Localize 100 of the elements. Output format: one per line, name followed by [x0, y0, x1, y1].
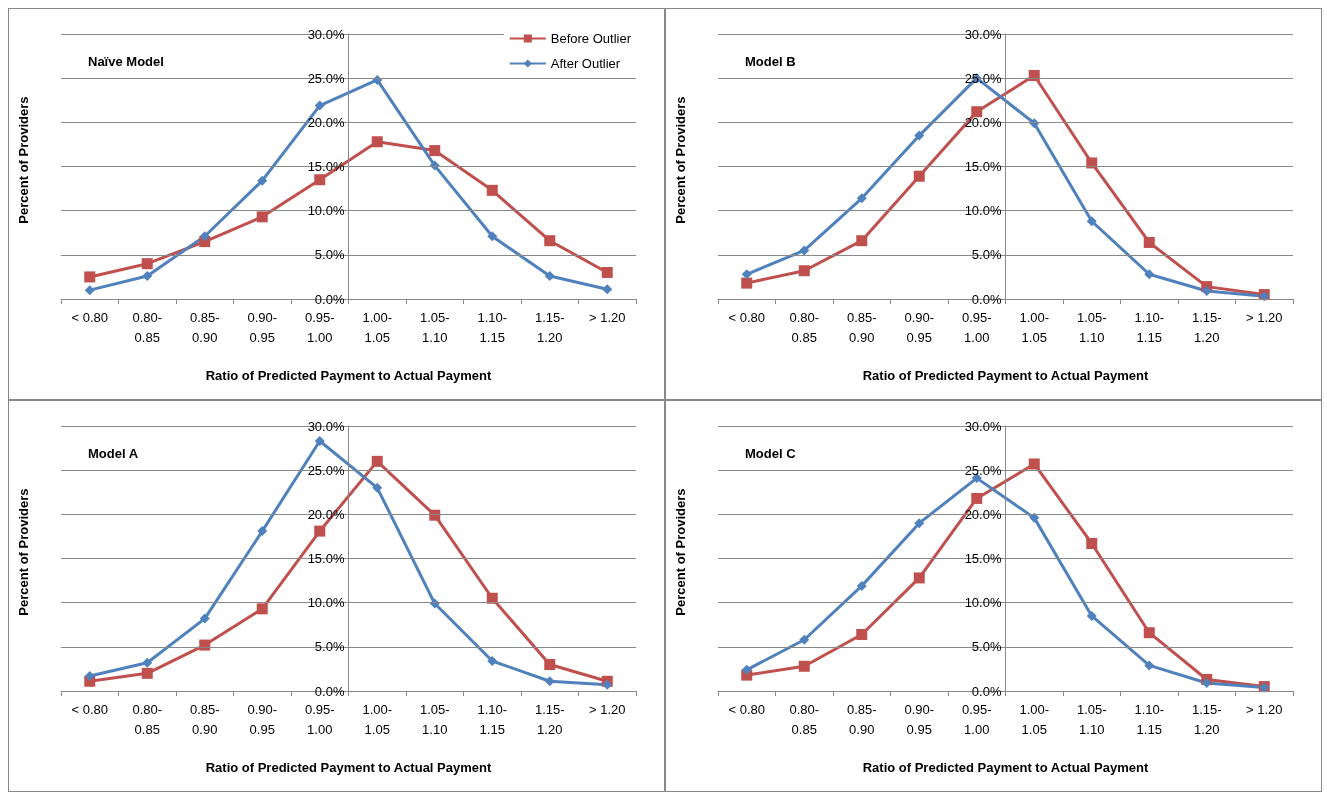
legend-label: After Outlier [550, 56, 621, 71]
point [314, 100, 325, 111]
y-tick-label: 20.0% [307, 506, 345, 522]
point [1086, 537, 1098, 549]
point [741, 269, 752, 280]
point [486, 592, 498, 604]
text: Naïve Model [88, 54, 164, 69]
x-tick-label: 1.15-1.20 [1191, 309, 1222, 345]
x-tick-label: 0.90-0.95 [904, 701, 935, 737]
x-tick-label: 0.90-0.95 [247, 701, 278, 737]
point [1201, 286, 1212, 297]
x-tick-label: 1.00-1.05 [362, 309, 393, 345]
point [199, 231, 210, 242]
y-tick-label: 25.0% [964, 462, 1002, 478]
y-tick-label: 15.0% [964, 159, 1002, 174]
point [1029, 512, 1040, 523]
point [1144, 269, 1155, 280]
y-tick-label: 10.0% [964, 595, 1002, 611]
y-tick-label: 10.0% [964, 203, 1002, 219]
x-tick-label: 0.80-0.85 [132, 701, 163, 737]
y-axis-title: Percent of Providers [16, 488, 31, 616]
x-tick-label: 1.05-1.10 [1076, 701, 1107, 737]
point [1028, 458, 1040, 470]
x-tick-label: 0.95-1.00 [961, 309, 992, 345]
y-tick-label: 20.0% [964, 506, 1002, 522]
point [799, 634, 810, 645]
point [544, 271, 555, 282]
point [199, 613, 210, 624]
x-tick-label: 1.15-1.20 [1191, 701, 1222, 737]
point [142, 657, 153, 668]
y-tick-label: 30.0% [964, 418, 1002, 434]
point [142, 271, 153, 282]
x-axis-title: Ratio of Predicted Payment to Actual Payment [862, 760, 1149, 775]
point [314, 174, 326, 186]
y-tick-label: 30.0% [307, 418, 345, 434]
point [741, 664, 752, 675]
x-tick-label: > 1.20 [1245, 309, 1283, 325]
y-tick-label: 5.0% [971, 639, 1002, 655]
point [741, 277, 753, 289]
x-tick-label: 0.80-0.85 [132, 309, 163, 345]
x-tick-label: 0.95-1.00 [304, 701, 335, 737]
x-tick-label: < 0.80 [728, 701, 766, 717]
point [256, 211, 268, 223]
point [372, 482, 383, 493]
point [914, 518, 925, 529]
x-tick-label: 1.05-1.10 [419, 309, 450, 345]
x-tick-label: 0.85-0.90 [189, 701, 220, 737]
y-tick-label: 30.0% [964, 26, 1002, 42]
point [141, 667, 153, 679]
y-axis-title: Percent of Providers [673, 96, 688, 224]
x-tick-label: 1.00-1.05 [1019, 309, 1050, 345]
y-axis-title: Percent of Providers [16, 96, 31, 224]
x-tick-label: 1.15-1.20 [534, 309, 565, 345]
point [1143, 236, 1155, 248]
y-axis-title: Percent of Providers [673, 488, 688, 616]
x-tick-label: > 1.20 [588, 309, 626, 325]
y-tick-label: 0.0% [314, 291, 345, 307]
point [314, 525, 326, 537]
point [1086, 610, 1097, 621]
point [856, 580, 867, 591]
point [971, 106, 983, 118]
point [1086, 216, 1097, 227]
x-tick-label: < 0.80 [728, 309, 766, 325]
point [856, 235, 868, 247]
y-tick-label: 0.0% [971, 683, 1002, 699]
point [141, 258, 153, 270]
text: Model A [88, 446, 139, 461]
point [84, 271, 96, 283]
point [199, 639, 211, 651]
y-tick-label: 25.0% [307, 462, 345, 478]
x-tick-label: 0.95-1.00 [961, 701, 992, 737]
point [1201, 678, 1212, 689]
point [371, 136, 383, 148]
x-tick-label: 1.10-1.15 [1134, 309, 1165, 345]
point [486, 184, 498, 196]
x-tick-label: 1.15-1.20 [534, 701, 565, 737]
y-tick-label: 25.0% [964, 70, 1002, 86]
x-axis-title: Ratio of Predicted Payment to Actual Payment [205, 760, 492, 775]
x-tick-label: 1.10-1.15 [1134, 701, 1165, 737]
text: Model C [745, 446, 797, 461]
x-tick-label: 0.80-0.85 [789, 309, 820, 345]
text: Model B [745, 54, 796, 69]
x-tick-label: 1.00-1.05 [1019, 701, 1050, 737]
point [487, 655, 498, 666]
x-tick-label: 0.90-0.95 [247, 309, 278, 345]
y-tick-label: 15.0% [964, 551, 1002, 566]
point [856, 193, 867, 204]
point [371, 455, 383, 467]
y-tick-label: 10.0% [307, 203, 345, 219]
point [487, 231, 498, 242]
y-tick-label: 25.0% [307, 70, 345, 86]
point [84, 285, 95, 296]
x-tick-label: < 0.80 [71, 309, 109, 325]
point [1086, 157, 1098, 169]
point [429, 509, 441, 521]
x-tick-label: < 0.80 [71, 701, 109, 717]
y-tick-label: 0.0% [314, 683, 345, 699]
y-tick-label: 15.0% [307, 551, 345, 566]
point [1143, 627, 1155, 639]
point [257, 175, 268, 186]
